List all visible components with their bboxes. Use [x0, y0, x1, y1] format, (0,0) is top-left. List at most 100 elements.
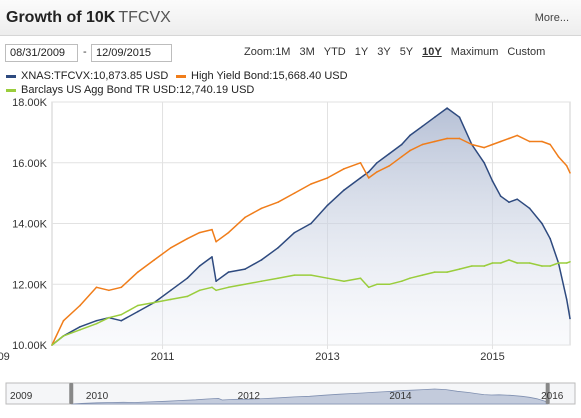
series-point-2	[569, 260, 571, 263]
series-point-1	[153, 259, 156, 261]
series-point-0	[458, 116, 461, 118]
widget-header: Growth of 10K TFCVX More...	[0, 0, 581, 36]
series-point-2	[310, 274, 312, 276]
series-point-1	[458, 137, 461, 140]
legend-label: XNAS:TFCVX:10,873.85 USD	[21, 70, 169, 82]
zoom-custom-button[interactable]: Custom	[507, 46, 546, 58]
navigator-tick-label: 2012	[238, 391, 261, 402]
series-point-1	[95, 286, 98, 289]
series-point-2	[95, 322, 98, 325]
legend-item-tfcvx[interactable]: XNAS:TFCVX:10,873.85 USD	[6, 70, 168, 82]
end-date-input[interactable]	[91, 44, 172, 62]
series-point-2	[421, 274, 424, 276]
series-point-2	[528, 262, 531, 264]
series-point-0	[215, 280, 217, 283]
series-point-2	[169, 298, 172, 301]
start-date-input[interactable]	[5, 44, 78, 62]
zoom-bar: Zoom: 1M 3M YTD 1Y 3Y 5Y 10Y Maximum Cus…	[244, 46, 554, 58]
series-point-2	[198, 289, 201, 292]
y-tick-label: 16.00K	[12, 158, 48, 170]
navigator-left-handle[interactable]	[69, 383, 74, 404]
series-point-2	[227, 286, 230, 289]
series-point-0	[541, 222, 543, 225]
series-point-2	[359, 277, 362, 279]
series-point-1	[359, 161, 362, 164]
series-point-1	[541, 140, 543, 143]
series-point-1	[120, 286, 123, 289]
series-point-1	[528, 140, 531, 143]
zoom-3m-button[interactable]: 3M	[299, 46, 315, 58]
series-point-2	[260, 280, 263, 283]
zoom-5y-button[interactable]: 5Y	[399, 46, 414, 58]
zoom-ytd-button[interactable]: YTD	[323, 46, 346, 58]
ticker-symbol: TFCVX	[118, 9, 171, 26]
series-point-0	[244, 268, 246, 270]
series-point-2	[409, 277, 411, 279]
series-point-1	[326, 177, 329, 179]
series-point-1	[491, 143, 494, 146]
zoom-1y-button[interactable]: 1Y	[354, 46, 369, 58]
x-tick-label: 2009	[0, 351, 10, 363]
series-point-0	[186, 277, 189, 279]
series-point-1	[421, 143, 424, 146]
series-point-1	[310, 183, 312, 185]
zoom-maximum-button[interactable]: Maximum	[450, 46, 499, 58]
title-text: Growth of 10K	[6, 9, 116, 26]
series-point-2	[433, 271, 436, 273]
series-point-0	[491, 180, 494, 182]
series-point-2	[211, 286, 213, 289]
zoom-10y-button[interactable]: 10Y	[422, 46, 442, 58]
range-navigator[interactable]: 2009 2010 2012 2014 2016	[0, 380, 581, 418]
series-point-0	[277, 247, 279, 249]
series-point-1	[446, 137, 448, 140]
series-point-2	[215, 289, 217, 292]
series-point-2	[51, 344, 53, 346]
series-point-2	[62, 335, 65, 337]
more-link[interactable]: More...	[534, 12, 569, 24]
series-point-1	[198, 231, 201, 234]
series-point-1	[277, 201, 279, 204]
series-point-2	[136, 304, 139, 307]
series-point-2	[446, 271, 448, 273]
navigator-right-handle[interactable]	[545, 383, 550, 404]
series-point-2	[343, 280, 345, 283]
series-point-0	[388, 152, 391, 155]
series-point-2	[326, 277, 329, 279]
series-point-0	[516, 198, 519, 200]
series-point-2	[549, 265, 552, 267]
series-point-0	[508, 201, 510, 204]
series-point-0	[409, 134, 411, 137]
zoom-1m-button[interactable]: 1M	[275, 46, 291, 58]
series-point-2	[565, 262, 568, 264]
series-point-0	[483, 161, 486, 164]
series-point-1	[343, 168, 345, 170]
series-point-2	[120, 313, 123, 316]
zoom-3y-button[interactable]: 3Y	[377, 46, 391, 58]
series-point-1	[62, 319, 65, 322]
navigator-tick-label: 2016	[541, 391, 564, 402]
series-point-0	[376, 161, 378, 164]
series-point-0	[211, 256, 213, 258]
legend-item-barclays[interactable]: Barclays US Agg Bond TR USD:12,740.19 US…	[6, 84, 254, 96]
growth-chart[interactable]: 10.00K 12.00K 14.00K 16.00K 18.00K 2009 2011 20…	[0, 96, 581, 368]
legend-swatch	[6, 88, 16, 92]
series-point-1	[79, 304, 81, 307]
legend-item-high-yield[interactable]: High Yield Bond:15,668.40 USD	[176, 70, 348, 82]
series-point-0	[120, 319, 123, 322]
navigator-tick-label: 2009	[10, 391, 33, 402]
zoom-label: Zoom:	[244, 46, 276, 58]
x-tick-label: 2015	[480, 351, 504, 363]
series-point-1	[565, 164, 568, 167]
y-tick-label: 18.00K	[12, 97, 48, 109]
series-point-0	[169, 289, 172, 292]
series-point-0	[310, 222, 312, 225]
series-point-2	[491, 262, 494, 264]
series-point-1	[293, 192, 296, 194]
series-point-2	[388, 283, 391, 286]
series-point-1	[557, 155, 560, 158]
series-point-0	[260, 259, 263, 261]
series-point-1	[471, 143, 473, 146]
series-point-1	[388, 164, 391, 167]
series-point-1	[186, 237, 189, 240]
series-point-2	[277, 277, 279, 279]
